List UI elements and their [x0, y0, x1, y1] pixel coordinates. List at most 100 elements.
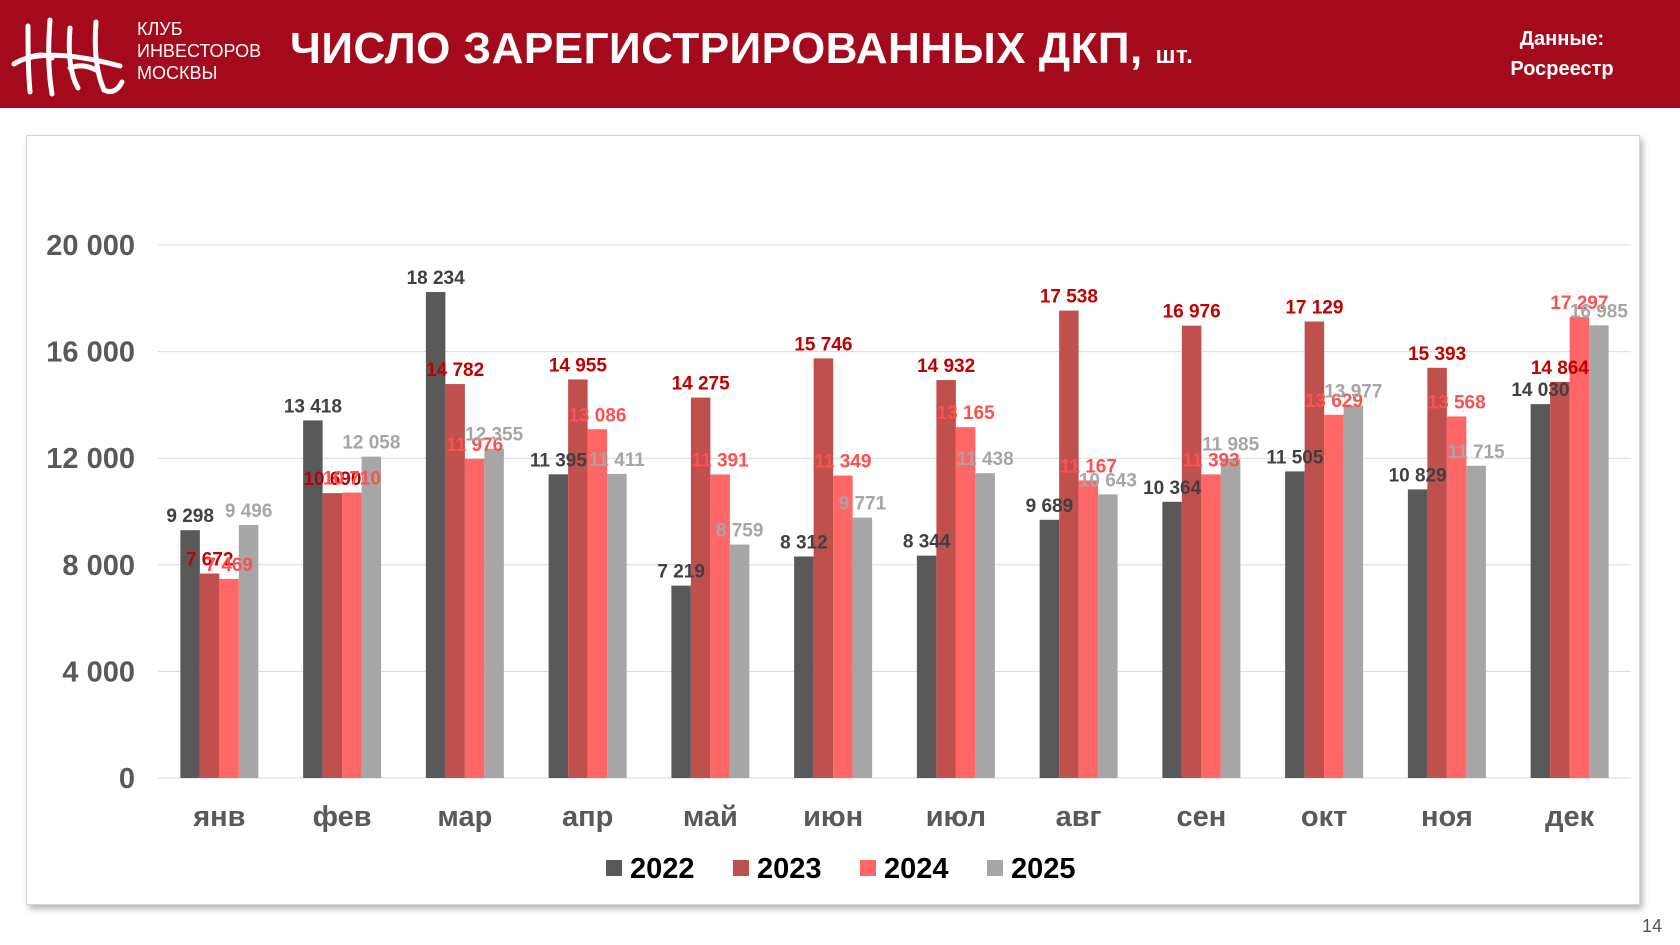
- data-label: 17 538: [1040, 287, 1098, 308]
- bar: [1530, 404, 1551, 778]
- data-label: 9 496: [225, 501, 273, 522]
- page-number: 14: [1641, 916, 1662, 936]
- data-label: 13 165: [937, 403, 996, 424]
- bar: [833, 475, 853, 778]
- data-label: 9 771: [839, 494, 887, 515]
- bar: [425, 292, 446, 778]
- data-label: 14 955: [549, 355, 608, 376]
- bar: [916, 555, 937, 778]
- data-label: 14 932: [917, 356, 975, 377]
- bar: [1589, 325, 1609, 778]
- y-tick-label: 16 000: [46, 337, 135, 369]
- data-label: 14 864: [1531, 358, 1590, 379]
- x-tick-label: май: [683, 801, 738, 833]
- data-label: 14 782: [426, 360, 484, 381]
- y-tick-label: 20 000: [46, 230, 135, 262]
- legend-swatch: [606, 860, 622, 876]
- org-line-1: КЛУБ: [137, 19, 183, 39]
- bar: [1039, 519, 1060, 778]
- bar: [671, 585, 691, 778]
- data-label: 8 759: [716, 521, 764, 542]
- data-label: 12 355: [465, 425, 524, 446]
- bar: [1407, 489, 1428, 778]
- data-label: 18 234: [407, 268, 466, 289]
- page-title-text: ЧИСЛО ЗАРЕГИСТРИРОВАННЫХ ДКП,: [290, 24, 1143, 73]
- bar: [852, 517, 873, 778]
- bar: [238, 524, 259, 778]
- bar: [548, 474, 569, 778]
- bar: [361, 456, 382, 778]
- legend-swatch: [860, 860, 876, 876]
- legend-label: 2023: [757, 853, 822, 885]
- data-label: 12 058: [342, 433, 400, 454]
- bar: [607, 473, 627, 778]
- bar: [1181, 325, 1202, 778]
- x-tick-label: июн: [803, 801, 863, 833]
- bar: [1078, 480, 1099, 778]
- bar: [322, 493, 343, 778]
- data-label: 10 829: [1389, 465, 1447, 486]
- bar: [180, 530, 200, 778]
- data-label: 15 393: [1408, 344, 1466, 365]
- y-tick-label: 0: [119, 763, 135, 795]
- y-tick-label: 12 000: [46, 443, 135, 475]
- legend-label: 2024: [884, 853, 949, 885]
- bar: [1201, 474, 1221, 778]
- bar: [342, 492, 362, 778]
- data-label: 11 411: [589, 450, 645, 471]
- data-label: 15 746: [794, 334, 852, 355]
- bar: [303, 420, 323, 778]
- data-label: 13 977: [1324, 382, 1382, 403]
- bar: [1162, 501, 1182, 778]
- data-label: 11 167: [1060, 456, 1117, 477]
- data-label: 11 715: [1448, 442, 1505, 463]
- bar: [1446, 416, 1467, 778]
- data-label: 11 395: [530, 450, 587, 471]
- data-label: 17 129: [1285, 298, 1343, 319]
- header-banner: КЛУБ ИНВЕСТОРОВ МОСКВЫ ЧИСЛО ЗАРЕГИСТРИР…: [0, 0, 1680, 108]
- x-tick-label: сен: [1176, 801, 1226, 833]
- bar: [936, 380, 956, 778]
- bar: [1324, 414, 1344, 778]
- bar: [690, 397, 711, 778]
- page-title: ЧИСЛО ЗАРЕГИСТРИРОВАННЫХ ДКП, шт.: [290, 24, 1193, 74]
- x-tick-label: авг: [1056, 801, 1102, 833]
- data-label: 14 030: [1511, 380, 1569, 401]
- bar: [587, 429, 608, 778]
- data-label: 11 391: [692, 450, 749, 471]
- x-tick-label: мар: [437, 801, 492, 833]
- data-label: 17 297: [1550, 293, 1608, 314]
- bar: [1427, 367, 1447, 778]
- bar: [729, 544, 750, 778]
- data-label: 8 344: [903, 532, 951, 553]
- bar-chart: 0 4 000 8 000 12 000 16 000 20 000 9 298 13 418…: [46, 230, 1631, 885]
- data-source: Данные: Росреестр: [1492, 24, 1632, 84]
- organization-name: КЛУБ ИНВЕСТОРОВ МОСКВЫ: [137, 18, 261, 84]
- legend-swatch: [733, 860, 749, 876]
- bar: [1059, 310, 1079, 778]
- bar: [1343, 405, 1364, 778]
- org-line-2: ИНВЕСТОРОВ: [137, 41, 262, 61]
- bar: [1550, 381, 1570, 778]
- data-label: 11 349: [814, 452, 871, 473]
- bar: [1466, 465, 1486, 778]
- bar: [813, 358, 834, 778]
- bar: [199, 573, 220, 778]
- x-tick-label: дек: [1545, 801, 1595, 833]
- x-tick-label: июл: [926, 801, 986, 833]
- bar: [445, 384, 465, 778]
- data-label: 8 312: [780, 532, 828, 553]
- x-tick-label: ноя: [1421, 801, 1473, 833]
- data-label: 16 985: [1570, 301, 1629, 322]
- data-label: 11 393: [1183, 450, 1240, 471]
- x-tick-label: фев: [313, 801, 372, 833]
- data-label: 10 690: [303, 469, 361, 490]
- page-title-unit: шт.: [1155, 42, 1194, 69]
- data-label: 10 364: [1143, 478, 1202, 499]
- data-label: 16 976: [1163, 302, 1221, 323]
- data-label: 11 976: [446, 435, 503, 456]
- data-label: 9 689: [1026, 496, 1074, 517]
- org-line-3: МОСКВЫ: [137, 63, 218, 83]
- bar: [1285, 471, 1305, 778]
- data-source-label: Данные:: [1519, 28, 1605, 50]
